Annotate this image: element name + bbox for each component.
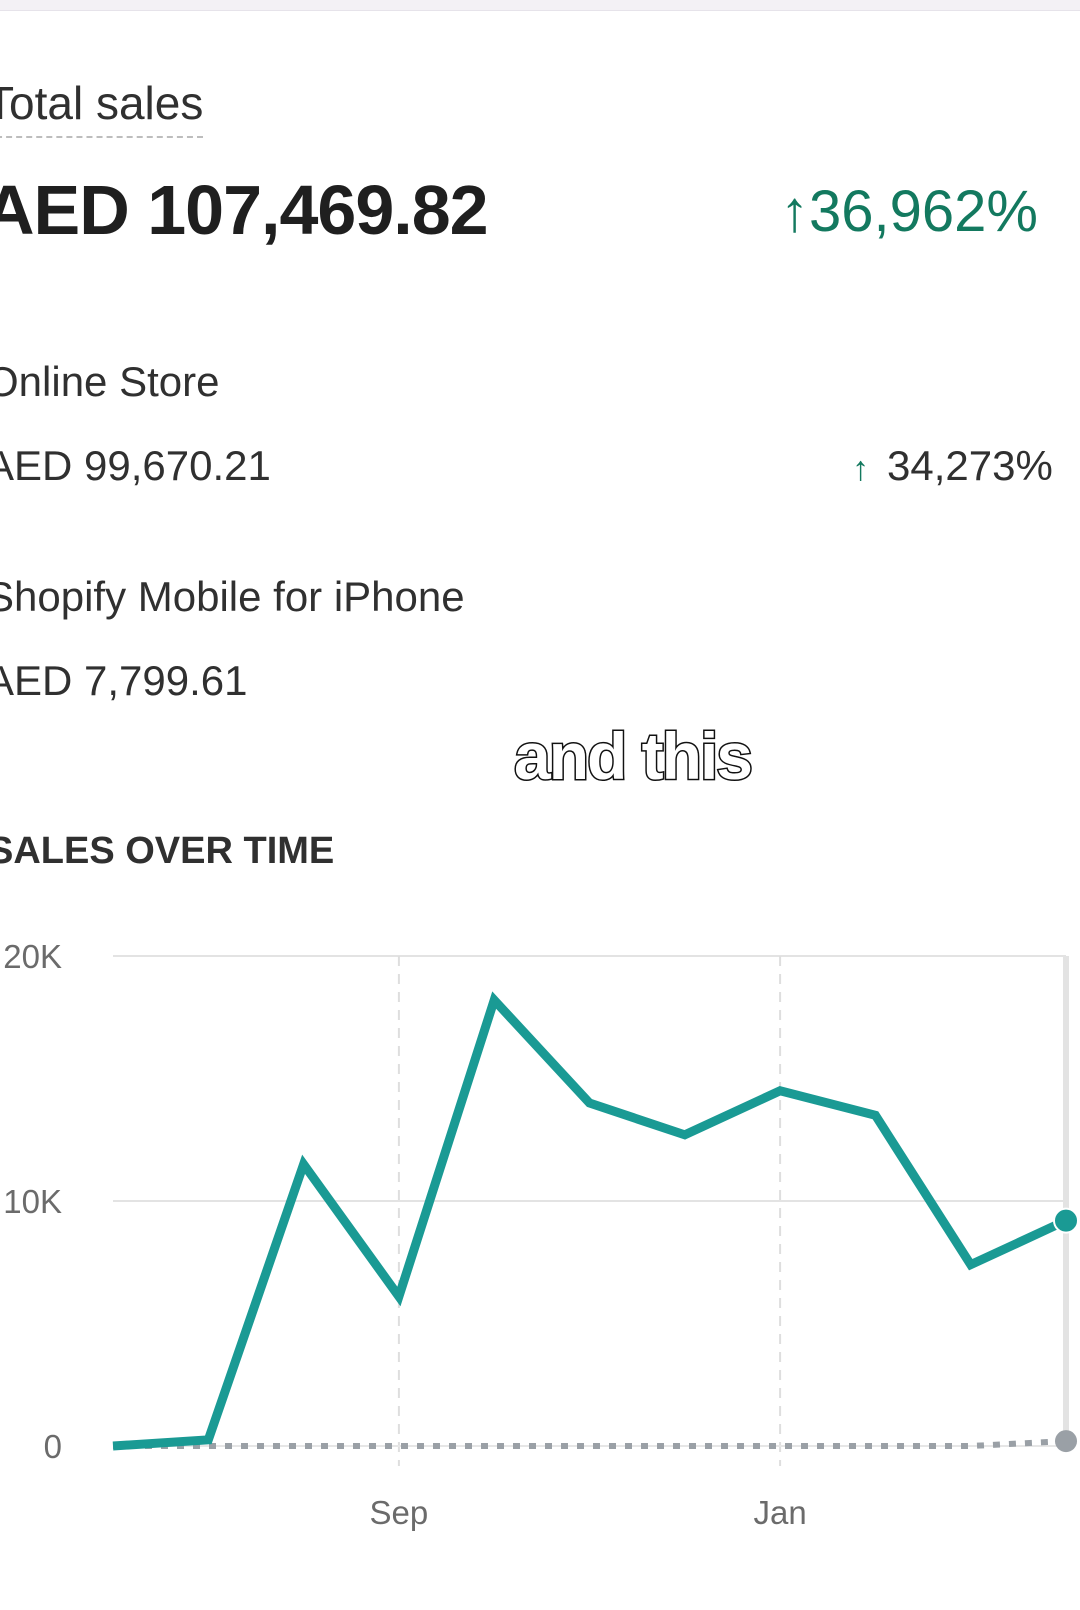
top-border: [0, 0, 1080, 11]
x-tick-label: Sep: [370, 1494, 429, 1531]
comparison-end-point: [1055, 1430, 1077, 1453]
channel-label: Online Store: [0, 358, 220, 405]
arrow-up-icon: ↑: [780, 179, 809, 244]
channel-value: AED 99,670.21: [0, 442, 271, 489]
y-tick-label: 0: [44, 1428, 62, 1465]
arrow-up-icon: ↑: [852, 450, 869, 488]
change-value: 36,962%: [809, 179, 1038, 244]
y-tick-label: 10K: [3, 1183, 62, 1220]
change-value: 34,273%: [887, 442, 1053, 489]
chart-title: SALES OVER TIME: [0, 830, 335, 872]
y-tick-label: 20K: [3, 938, 62, 975]
total-sales-change: ↑36,962%: [780, 178, 1038, 245]
channel-change: ↑ 34,273%: [852, 442, 1053, 490]
total-sales-title[interactable]: Total sales: [0, 76, 204, 138]
sales-line: [112, 991, 1068, 1451]
channel-value: AED 7,799.61: [0, 657, 248, 704]
video-caption: and this: [512, 718, 754, 795]
x-tick-label: Jan: [753, 1494, 806, 1531]
total-sales-value: AED 107,469.82: [0, 171, 489, 249]
sales-end-point: [1053, 1207, 1079, 1234]
channel-label: Shopify Mobile for iPhone: [0, 573, 465, 620]
